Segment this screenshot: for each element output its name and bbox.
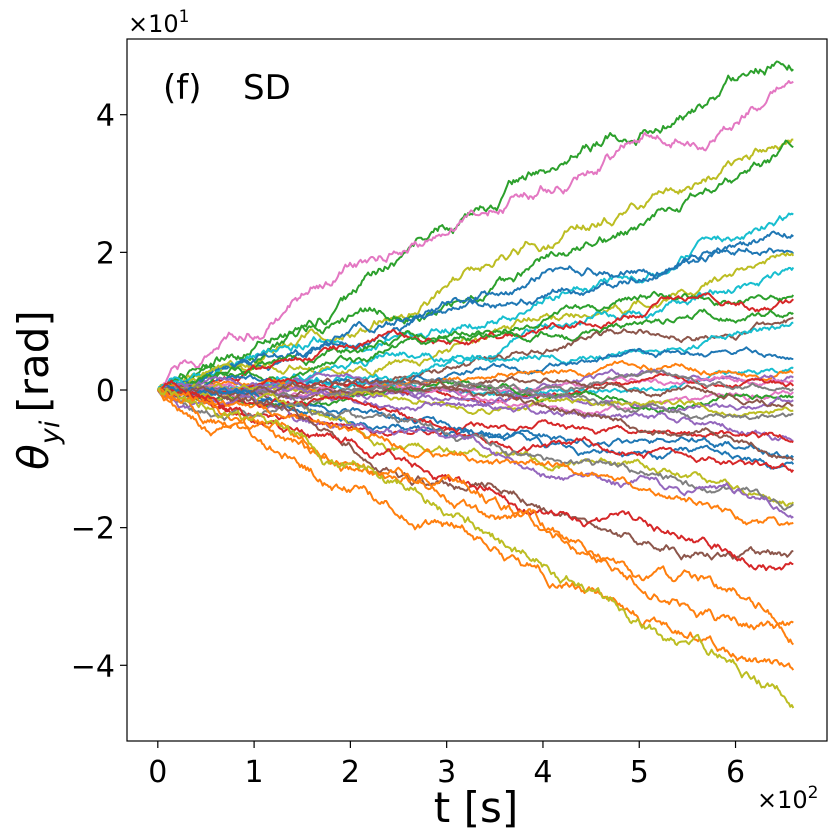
series-line-traj-02 [156,80,794,391]
x-offset-label: ×102 [757,783,818,814]
x-tick-label: 1 [245,755,264,790]
series-line-traj-42 [157,388,795,671]
series-line-traj-38 [157,385,794,561]
series-line-traj-35 [156,389,794,511]
series-line-traj-08 [157,252,795,394]
y-axis-title: θyi [rad] [9,310,66,470]
y-offset-base: ×10 [128,10,179,38]
y-tick-label: −4 [71,649,115,684]
x-tick-label: 6 [726,755,745,790]
series-line-traj-27 [157,378,794,421]
series-line-traj-41 [157,389,795,646]
x-offset-base: ×10 [757,786,808,814]
x-offset-exp: 2 [808,783,819,803]
series-line-traj-37 [157,389,794,527]
panel-label: (f) [163,68,202,108]
panel-title: SD [243,68,291,108]
series-line-traj-07 [157,247,795,393]
ticks-layer: 0 1 2 3 4 5 6 −4 −2 0 2 4 [71,99,745,790]
series-line-traj-31 [157,377,795,461]
series-line-traj-28 [157,382,794,442]
x-tick-label: 2 [341,755,360,790]
x-tick-label: 5 [630,755,649,790]
x-axis-title: t [s] [434,783,518,832]
series-line-traj-34 [157,385,795,507]
y-offset-label: ×101 [128,7,189,38]
x-tick-label: 4 [533,755,552,790]
y-tick-label: −2 [71,512,115,547]
series-line-traj-03 [156,138,794,393]
y-axis-unit: [rad] [9,310,58,412]
x-tick-label: 3 [437,755,456,790]
series-line-traj-01 [156,60,794,394]
series-line-traj-04 [156,139,794,391]
y-axis-subscript: yi [35,420,66,445]
series-line-traj-36 [156,389,794,519]
series-line-traj-15 [157,346,794,392]
y-offset-exp: 1 [179,7,190,27]
x-tick-label: 0 [148,755,167,790]
y-tick-label: 4 [96,99,115,134]
series-line-traj-10 [157,290,795,392]
series-line-traj-29 [157,388,794,444]
y-axis-symbol: θ [9,444,58,470]
y-tick-label: 2 [96,236,115,271]
series-layer [156,60,795,709]
series-line-traj-11 [157,292,794,399]
series-line-traj-05 [156,212,794,391]
series-line-traj-43 [157,388,795,709]
y-tick-label: 0 [96,374,115,409]
